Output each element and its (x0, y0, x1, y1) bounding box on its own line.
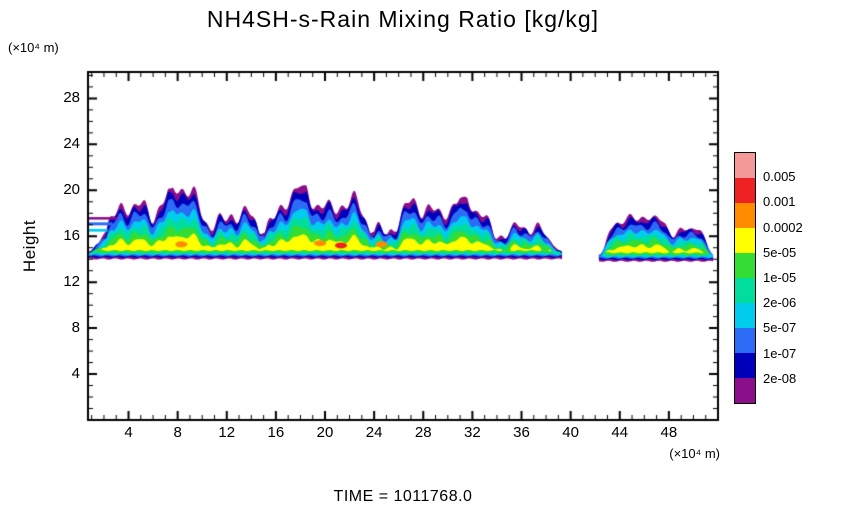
y-tick-label: 16 (63, 227, 80, 245)
x-tick-label: 36 (513, 424, 530, 441)
colorbar-cell (735, 353, 755, 378)
colorbar-cell (735, 153, 755, 178)
x-tick-label: 4 (124, 424, 133, 441)
colorbar-cell (735, 253, 755, 278)
y-tick-label: 24 (63, 135, 80, 153)
colorbar-cell (735, 328, 755, 353)
x-tick-label: 12 (218, 424, 236, 441)
x-tick-label: 40 (562, 424, 579, 441)
y-axis-label: Height (20, 219, 39, 273)
chart-title: NH4SH-s-Rain Mixing Ratio [kg/kg] (206, 6, 600, 32)
colorbar-cell (735, 178, 755, 203)
colorbar (734, 152, 756, 404)
x-tick-label: 16 (267, 424, 285, 441)
y-tick-label: 12 (63, 273, 80, 291)
x-tick-label: 32 (464, 424, 481, 441)
x-tick-label: 48 (660, 424, 678, 441)
y-tick-label: 20 (63, 181, 80, 199)
x-tick-label: 8 (173, 424, 182, 441)
y-axis-units-label: (×10⁴ m) (8, 40, 59, 55)
time-label: TIME = 1011768.0 (333, 488, 473, 505)
colorbar-cell (735, 378, 755, 403)
x-axis-units-label: (×10⁴ m) (669, 446, 720, 461)
y-tick-label: 8 (71, 319, 80, 337)
colorbar-cell (735, 228, 755, 253)
y-tick-label: 28 (63, 89, 80, 107)
x-tick-label: 28 (414, 424, 432, 441)
colorbar-cell (735, 303, 755, 328)
y-tick-label: 4 (71, 365, 80, 383)
x-tick-label: 20 (316, 424, 334, 441)
colorbar-cell (735, 278, 755, 303)
colorbar-cell (735, 203, 755, 228)
x-tick-label: 24 (365, 424, 383, 441)
x-tick-label: 44 (611, 424, 629, 441)
